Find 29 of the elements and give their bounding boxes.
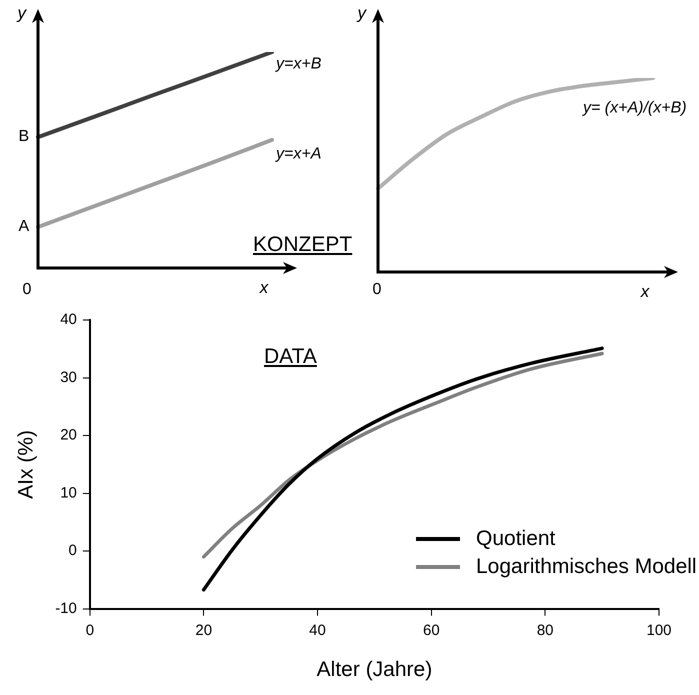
series-label: y=x+B bbox=[275, 55, 322, 72]
series-label: y= (x+A)/(x+B) bbox=[582, 99, 687, 116]
y-tick-label: 40 bbox=[60, 311, 77, 328]
y-axis-title: y bbox=[16, 4, 28, 23]
legend-label: Quotient bbox=[476, 526, 556, 551]
annotation: DATA bbox=[264, 344, 317, 368]
y-axis-title: AIx (%) bbox=[14, 430, 38, 499]
legend-label: Logarithmisches Modell bbox=[476, 554, 697, 579]
x-tick-label: 0 bbox=[86, 622, 94, 639]
y-axis-title: y bbox=[356, 4, 368, 23]
y-tick-label: 0 bbox=[68, 542, 77, 560]
text: 0 bbox=[22, 281, 32, 299]
x-axis-title: x bbox=[258, 278, 269, 298]
y-tick-label: -10 bbox=[55, 600, 77, 617]
y-tick-label: 30 bbox=[60, 368, 77, 386]
x-axis-title: x bbox=[640, 282, 650, 302]
series-label: y=x+A bbox=[275, 145, 322, 162]
y-tick-label: 20 bbox=[60, 426, 77, 444]
x-tick-label: 100 bbox=[646, 622, 672, 639]
text: A bbox=[18, 218, 30, 236]
y-tick-label: 10 bbox=[60, 484, 77, 502]
x-tick-label: 80 bbox=[536, 622, 554, 639]
text: 0 bbox=[372, 281, 382, 299]
text: B bbox=[18, 128, 30, 146]
x-axis-title: Alter (Jahre) bbox=[316, 658, 432, 682]
x-tick-label: 20 bbox=[195, 622, 212, 639]
x-tick-label: 40 bbox=[309, 622, 326, 639]
x-tick-label: 60 bbox=[423, 622, 440, 639]
annotation: KONZEPT bbox=[253, 232, 352, 256]
